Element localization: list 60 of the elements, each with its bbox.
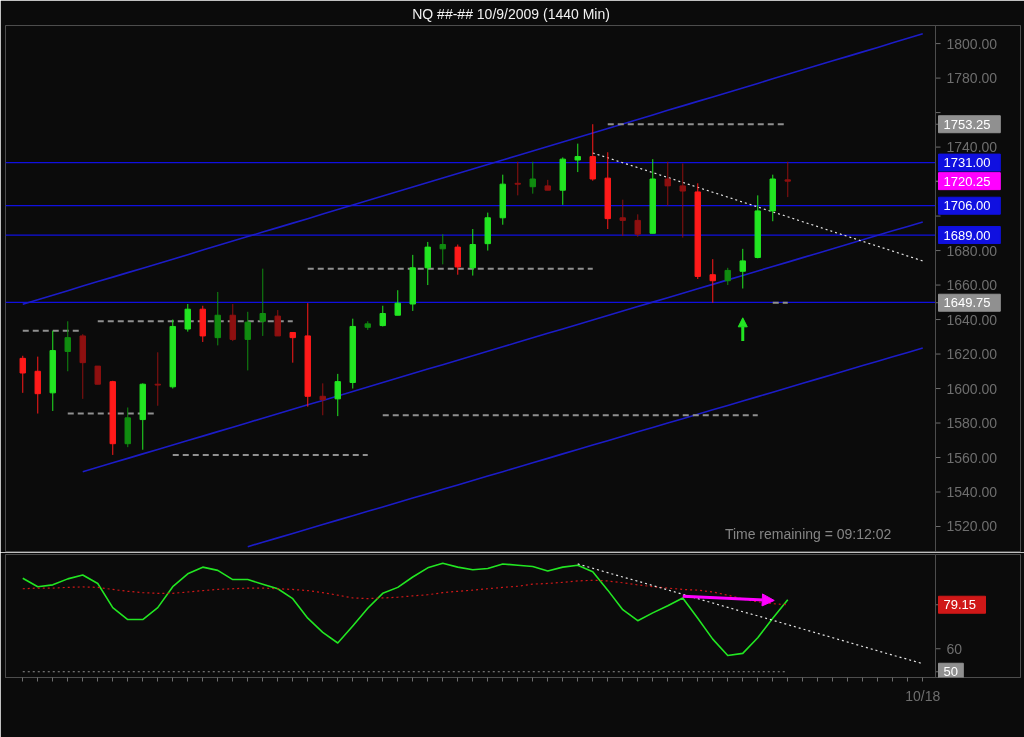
candlestick <box>424 241 431 286</box>
line-series <box>21 562 789 657</box>
candlestick <box>259 268 266 337</box>
y-tick-label: 1640.00 <box>946 311 998 328</box>
y-tick-label: 1560.00 <box>946 449 998 466</box>
y-tick-label: 1780.00 <box>946 70 998 87</box>
candlestick <box>154 351 161 407</box>
candlestick <box>274 309 281 337</box>
y-tick-label: 1649.75 <box>943 295 991 311</box>
ref-line-label: 1731.00 <box>943 155 991 171</box>
candlestick <box>214 291 221 346</box>
line-series <box>246 347 924 548</box>
y-tick-label: 60 <box>946 640 963 657</box>
y-tick-label: 1540.00 <box>946 484 998 500</box>
y-tick-label: 50 <box>943 664 958 680</box>
candlestick <box>319 382 326 416</box>
candlestick <box>19 355 26 394</box>
chart-title: NQ ##-## 10/9/2009 (1440 Min) <box>412 6 610 22</box>
line-series <box>577 563 924 665</box>
candlestick <box>184 303 191 333</box>
annotation: Time remaining = 09:12:02 <box>724 525 892 542</box>
line-series <box>22 579 789 606</box>
text: 10/18 <box>905 687 941 704</box>
y-tick-label: 1720.25 <box>943 173 991 189</box>
candlestick <box>454 244 461 276</box>
line-series <box>21 32 924 305</box>
candlestick <box>784 161 791 198</box>
candlestick <box>514 161 521 196</box>
candlestick <box>394 289 401 316</box>
y-tick-label: 1800.00 <box>946 35 998 52</box>
line-series <box>81 221 924 473</box>
candlestick <box>64 320 71 372</box>
ref-line-label: 1689.00 <box>943 227 991 243</box>
candlestick <box>94 365 101 385</box>
candlestick <box>244 311 251 371</box>
y-tick-label: 1620.00 <box>946 346 998 363</box>
candlestick <box>739 248 746 289</box>
line-series <box>592 152 924 262</box>
candlestick <box>574 143 581 173</box>
candlestick <box>664 161 671 207</box>
ref-line-label: 1706.00 <box>943 198 991 214</box>
candlestick <box>619 199 626 237</box>
candlestick <box>334 373 341 417</box>
candlestick <box>589 123 596 182</box>
y-tick-label: 1740.00 <box>946 139 998 156</box>
candlestick <box>34 356 41 415</box>
candlestick <box>289 331 296 364</box>
candlestick <box>439 233 446 265</box>
y-tick-label: 1580.00 <box>946 415 998 432</box>
candlestick <box>709 258 716 304</box>
candlestick <box>679 162 686 239</box>
y-tick-label: 1520.00 <box>946 518 998 535</box>
candlestick <box>529 161 536 195</box>
y-tick-label: 1753.25 <box>943 116 991 132</box>
y-tick-label: 79.15 <box>943 597 977 613</box>
y-tick-label: 1600.00 <box>946 380 998 397</box>
candlestick <box>634 213 641 238</box>
y-tick-label: 1680.00 <box>946 242 998 259</box>
y-tick-label: 1660.00 <box>946 277 998 294</box>
candlestick <box>469 228 476 277</box>
